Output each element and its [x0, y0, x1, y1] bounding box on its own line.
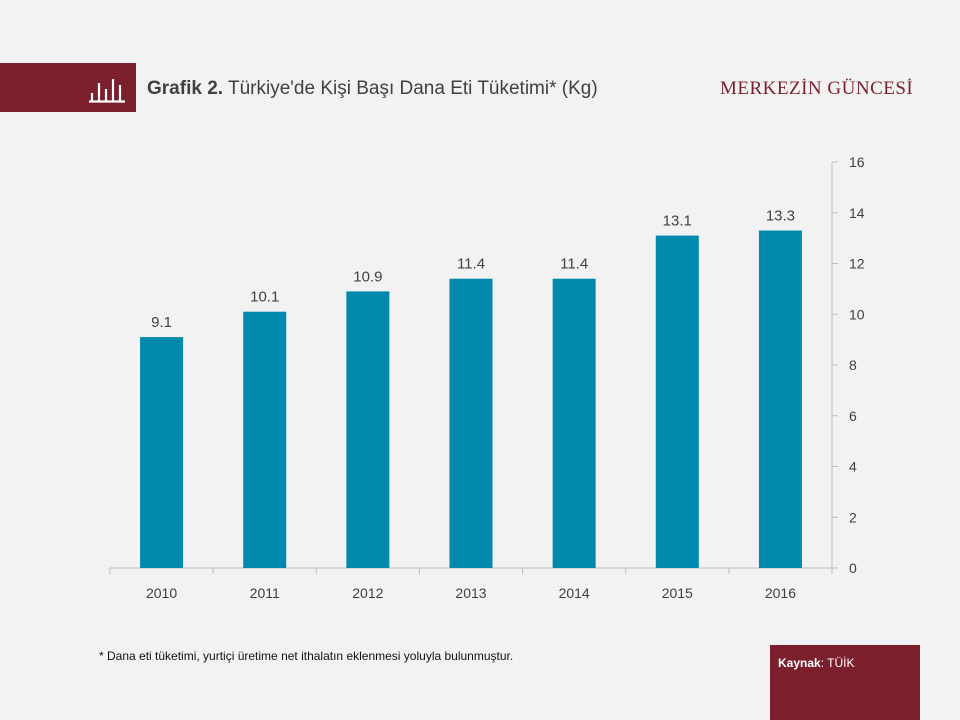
data-label: 11.4 [560, 256, 588, 273]
data-label: 13.3 [766, 208, 795, 225]
data-label: 10.1 [250, 289, 279, 306]
bar-chart: 0 2 4 6 8 10 12 14 16 9.1 2010 10.1 2011 10.9 2012 11.4… [109, 154, 865, 601]
data-label: 13.1 [663, 213, 692, 230]
y-tick-label: 4 [849, 459, 857, 475]
y-tick-label: 2 [849, 509, 857, 525]
title-prefix: Grafik 2. [147, 78, 224, 99]
bar [140, 337, 184, 568]
y-tick-label: 14 [849, 205, 865, 221]
bar [449, 278, 493, 568]
bar [346, 291, 390, 568]
source-box: Kaynak: TÜİK [770, 645, 920, 720]
data-label: 9.1 [151, 314, 172, 331]
source-value: TÜİK [827, 656, 855, 670]
chart-footnote: * Dana eti tüketimi, yurtiçi üretime net… [99, 649, 514, 663]
brand-logo-text: MERKEZİN GÜNCESİ [720, 78, 914, 99]
y-tick-label: 10 [849, 306, 865, 322]
bar [243, 311, 287, 568]
y-tick-label: 6 [849, 408, 857, 424]
title-text: Türkiye'de Kişi Başı Dana Eti Tüketimi* … [227, 78, 598, 99]
x-tick-label: 2014 [559, 585, 590, 601]
data-label: 11.4 [457, 256, 485, 273]
source-separator: : [820, 656, 828, 670]
x-tick-label: 2015 [662, 585, 693, 601]
page-title: Grafik 2. Türkiye'de Kişi Başı Dana Eti … [147, 78, 598, 100]
y-tick-label: 16 [849, 154, 865, 170]
bar [758, 230, 802, 568]
source-label: Kaynak [778, 656, 821, 670]
data-label: 10.9 [353, 268, 382, 285]
y-tick-label: 0 [849, 560, 857, 576]
x-tick-label: 2011 [250, 585, 280, 601]
bar [655, 235, 699, 568]
header-accent-block [0, 63, 136, 112]
x-tick-label: 2016 [765, 585, 796, 601]
x-tick-label: 2012 [352, 585, 383, 601]
x-tick-label: 2013 [455, 585, 486, 601]
bar-chart-icon [89, 79, 125, 103]
y-tick-label: 12 [849, 256, 865, 272]
bar [552, 278, 596, 568]
y-tick-label: 8 [849, 357, 857, 373]
x-tick-label: 2010 [146, 585, 177, 601]
